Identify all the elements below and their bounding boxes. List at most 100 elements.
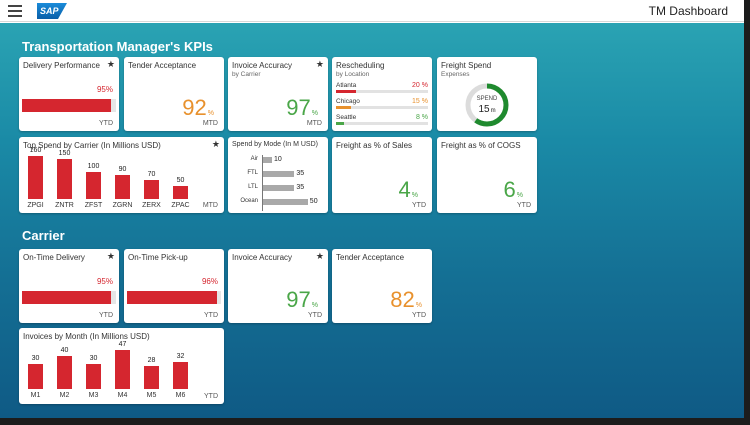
bar-zpac <box>173 185 188 199</box>
star-icon[interactable]: ★ <box>315 251 324 261</box>
bar-m4 <box>115 350 130 389</box>
ring-value: 15m <box>478 104 495 115</box>
category-label: ZFST <box>84 202 103 209</box>
category-label: ZERX <box>142 202 161 209</box>
tile-title: Delivery Performance <box>23 61 100 70</box>
tile-subtitle: by Location <box>336 71 370 78</box>
comparison-value: 8 % <box>415 114 428 121</box>
tile-freight-cogs[interactable]: Freight as % of COGS 6% YTD <box>437 137 537 213</box>
tile-title: Freight as % of COGS <box>441 141 521 150</box>
data-label: 28 <box>147 356 156 364</box>
tile-spend-by-mode[interactable]: Spend by Mode (In M USD) Air 10 FTL 35 LTL 35… <box>228 137 328 213</box>
tile-invoice-accuracy[interactable]: Invoice Accuracy by Carrier ★ 97% MTD <box>228 57 328 131</box>
tile-unit: YTD <box>204 393 218 400</box>
tile-title: Rescheduling <box>336 61 385 70</box>
kpi-value: 82% <box>390 287 422 312</box>
tile-tender-acceptance[interactable]: Tender Acceptance 92% MTD <box>124 57 224 131</box>
comparison-row: Seattle 8 % <box>336 114 428 125</box>
tile-title: Invoices by Month (In Millions USD) <box>23 332 150 341</box>
bar-zerx <box>144 180 159 199</box>
progress-value: 95% <box>96 85 113 94</box>
comparison-fill <box>336 122 345 125</box>
category-label: ZNTR <box>55 202 74 209</box>
bar-m5 <box>144 365 159 389</box>
bar-zgrn <box>115 174 130 199</box>
comparison-label: Seattle <box>336 114 357 121</box>
comparison-fill <box>336 106 352 109</box>
category-label: LTL <box>248 184 258 190</box>
tile-unit: YTD <box>412 202 426 209</box>
comparison-track <box>336 122 428 125</box>
kpi-value: 92% <box>182 95 214 120</box>
category-label: M1 <box>30 392 41 399</box>
tile-unit: YTD <box>517 202 531 209</box>
tile-title: Invoice Accuracy <box>232 61 293 70</box>
tile-invoices-by-month[interactable]: Invoices by Month (In Millions USD) 30 M1… <box>19 328 224 404</box>
bar-air <box>263 157 272 163</box>
section-title-kpis: Transportation Manager's KPIs <box>22 39 213 54</box>
bar-m1 <box>28 364 43 389</box>
category-label: ZPAC <box>171 202 190 209</box>
tile-title: Tender Acceptance <box>336 253 405 262</box>
data-label: 70 <box>147 171 156 179</box>
star-icon[interactable]: ★ <box>211 139 220 149</box>
menu-icon[interactable] <box>8 5 22 17</box>
data-label: 40 <box>60 346 69 354</box>
ring-fill <box>465 83 509 127</box>
progress-fill <box>22 291 112 304</box>
ring-label: SPEND <box>477 96 498 102</box>
data-label: 10 <box>273 156 282 163</box>
tile-on-time-pickup[interactable]: On-Time Pick-up 96% YTD <box>124 249 224 323</box>
category-label: Air <box>250 156 258 162</box>
star-icon[interactable]: ★ <box>106 251 115 261</box>
tile-title: On-Time Delivery <box>23 253 85 262</box>
data-label: 35 <box>296 184 305 191</box>
tile-freight-spend[interactable]: Freight Spend Expenses SPEND 15m <box>437 57 537 131</box>
progress-track <box>22 99 116 112</box>
bar-zpgi <box>28 156 43 199</box>
comparison-label: Atlanta <box>336 82 357 89</box>
shell-header: SAP TM Dashboard <box>0 0 744 22</box>
data-label: 50 <box>176 176 185 184</box>
bar-m3 <box>86 364 101 389</box>
tile-title: Tender Acceptance <box>128 61 197 70</box>
category-label: ZPGI <box>27 202 44 209</box>
tile-title: Invoice Accuracy <box>232 253 293 262</box>
tile-unit: MTD <box>202 202 218 209</box>
bar-m2 <box>57 355 72 389</box>
kpi-value: 97% <box>286 287 318 312</box>
tile-title: On-Time Pick-up <box>128 253 188 262</box>
tile-subtitle: by Carrier <box>232 71 261 78</box>
star-icon[interactable]: ★ <box>106 59 115 69</box>
progress-fill <box>127 291 218 304</box>
tile-freight-sales[interactable]: Freight as % of Sales 4% YTD <box>332 137 432 213</box>
tile-title: Freight Spend <box>441 61 492 70</box>
category-label: Ocean <box>240 198 258 204</box>
tile-carrier-tender-acceptance[interactable]: Tender Acceptance 82% YTD <box>332 249 432 323</box>
tile-on-time-delivery[interactable]: On-Time Delivery ★ 95% YTD <box>19 249 119 323</box>
tile-unit: YTD <box>412 312 426 319</box>
data-label: 90 <box>118 165 127 173</box>
tile-unit: YTD <box>308 312 322 319</box>
category-label: ZGRN <box>112 202 133 209</box>
tile-delivery-performance[interactable]: Delivery Performance ★ 95% YTD <box>19 57 119 131</box>
comparison-fill <box>336 90 357 93</box>
kpi-value: 6% <box>503 177 523 202</box>
tile-rescheduling[interactable]: Rescheduling by Location Atlanta 20 % Ch… <box>332 57 432 131</box>
data-label: 30 <box>31 355 40 363</box>
progress-value: 95% <box>96 277 113 286</box>
tile-unit: MTD <box>306 120 322 127</box>
progress-value: 96% <box>201 277 218 286</box>
spend-ring: SPEND 15m <box>465 83 509 127</box>
tile-unit: YTD <box>99 312 113 319</box>
category-label: FTL <box>247 170 258 176</box>
tile-unit: MTD <box>202 120 218 127</box>
comparison-row: Atlanta 20 % <box>336 82 428 93</box>
tile-title: Spend by Mode (In M USD) <box>232 141 318 148</box>
tile-top-spend-by-carrier[interactable]: Top Spend by Carrier (In Millions USD) ★… <box>19 137 224 213</box>
tile-carrier-invoice-accuracy[interactable]: Invoice Accuracy ★ 97% YTD <box>228 249 328 323</box>
progress-track <box>127 291 221 304</box>
star-icon[interactable]: ★ <box>315 59 324 69</box>
bar-ftl <box>263 171 295 177</box>
data-label: 150 <box>58 149 71 157</box>
